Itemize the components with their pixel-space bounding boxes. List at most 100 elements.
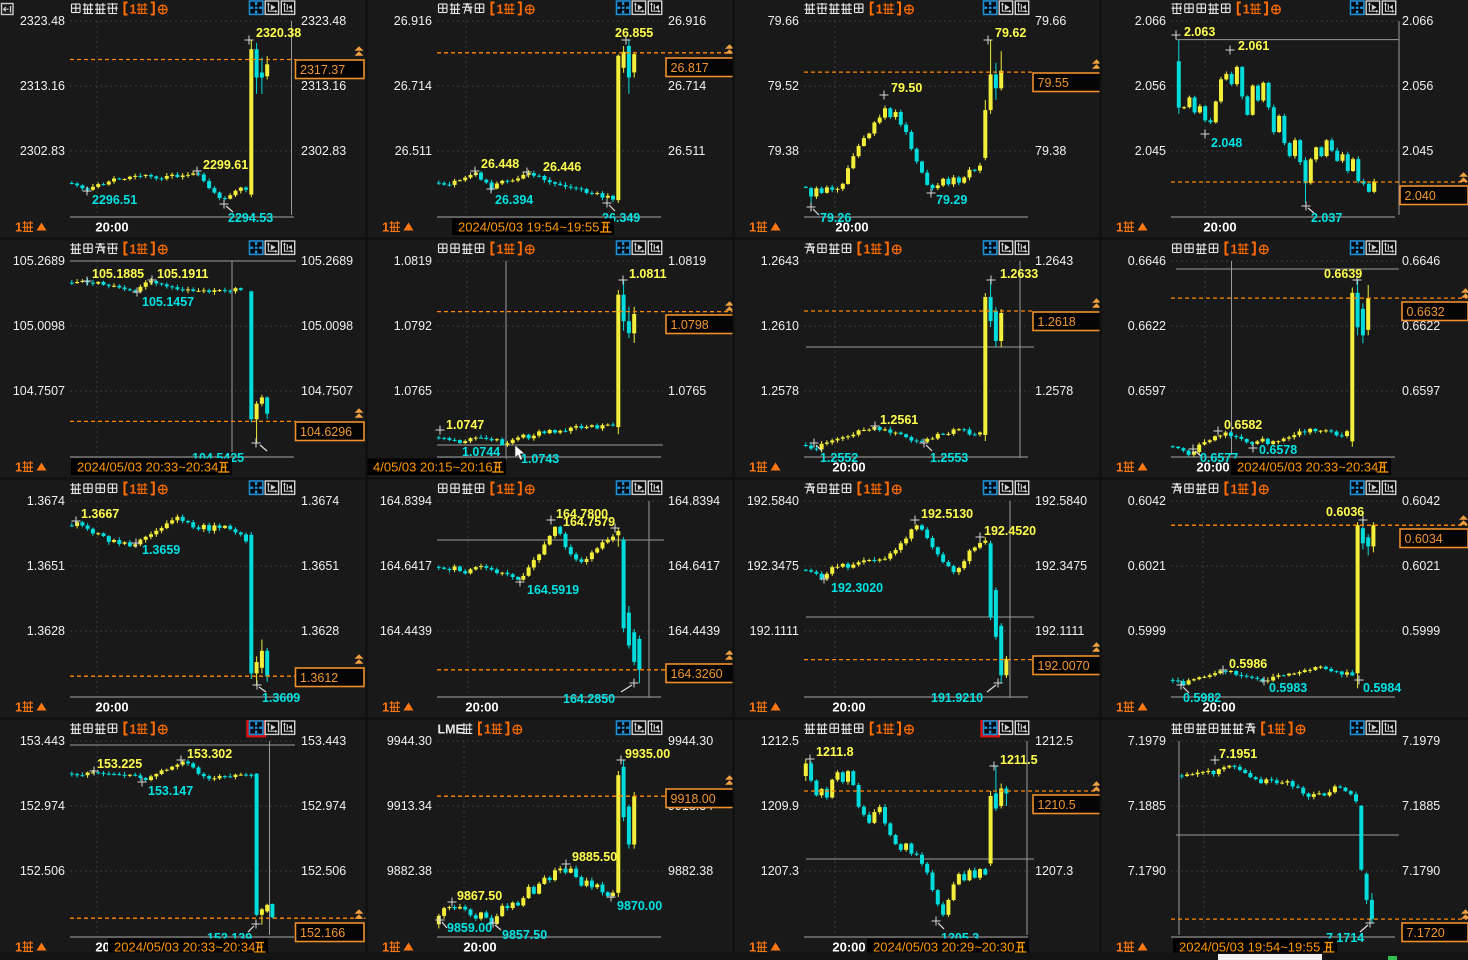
svg-text:1.0792: 1.0792 xyxy=(394,319,432,333)
svg-text:0.6646: 0.6646 xyxy=(1128,254,1166,268)
svg-text:1: 1 xyxy=(1231,483,1238,497)
svg-text:164.8394: 164.8394 xyxy=(668,494,720,508)
svg-text:26.394: 26.394 xyxy=(495,193,533,207)
svg-text:1.3612: 1.3612 xyxy=(300,671,338,685)
svg-text:1: 1 xyxy=(130,483,137,497)
svg-text:104.7507: 104.7507 xyxy=(301,384,353,398)
svg-text:26.446: 26.446 xyxy=(543,160,581,174)
svg-text:1.2561: 1.2561 xyxy=(880,413,918,427)
svg-text:LME: LME xyxy=(438,723,464,737)
svg-text:153.443: 153.443 xyxy=(301,734,346,748)
svg-text:1212.5: 1212.5 xyxy=(761,734,799,748)
svg-text:0.6021: 0.6021 xyxy=(1402,559,1440,573)
svg-text:2323.48: 2323.48 xyxy=(301,14,346,28)
svg-text:1: 1 xyxy=(749,940,756,955)
svg-text:1.2610: 1.2610 xyxy=(761,319,799,333)
svg-text:1211.5: 1211.5 xyxy=(1000,753,1038,767)
svg-text:20:00: 20:00 xyxy=(1196,460,1229,475)
svg-text:164.3260: 164.3260 xyxy=(671,667,723,681)
svg-text:1: 1 xyxy=(15,460,22,475)
svg-text:1.0798: 1.0798 xyxy=(671,318,709,332)
svg-text:1207.3: 1207.3 xyxy=(1035,864,1073,878)
svg-text:153.443: 153.443 xyxy=(20,734,65,748)
svg-text:79.29: 79.29 xyxy=(936,193,967,207)
svg-text:1: 1 xyxy=(1231,243,1238,257)
svg-text:1.0765: 1.0765 xyxy=(668,384,706,398)
svg-text:105.0098: 105.0098 xyxy=(13,319,65,333)
svg-text:1.0747: 1.0747 xyxy=(446,418,484,432)
svg-text:7.1720: 7.1720 xyxy=(1407,926,1445,940)
svg-text:1: 1 xyxy=(1243,3,1250,17)
svg-text:26.448: 26.448 xyxy=(481,157,519,171)
svg-text:9935.00: 9935.00 xyxy=(625,747,670,761)
svg-text:79.55: 79.55 xyxy=(1038,76,1069,90)
svg-text:26.916: 26.916 xyxy=(668,14,706,28)
svg-text:192.4520: 192.4520 xyxy=(984,524,1036,538)
svg-text:1211.8: 1211.8 xyxy=(816,745,854,759)
svg-text:26.714: 26.714 xyxy=(668,79,706,93)
svg-text:20:00: 20:00 xyxy=(465,700,498,715)
svg-text:1210.5: 1210.5 xyxy=(1038,798,1076,812)
svg-text:164.8394: 164.8394 xyxy=(380,494,432,508)
svg-text:7.1979: 7.1979 xyxy=(1128,734,1166,748)
svg-text:0.6042: 0.6042 xyxy=(1128,494,1166,508)
svg-text:1: 1 xyxy=(1116,700,1123,715)
svg-text:1: 1 xyxy=(15,940,22,955)
svg-text:2.066: 2.066 xyxy=(1402,14,1433,28)
svg-text:2313.16: 2313.16 xyxy=(20,79,65,93)
svg-text:79.26: 79.26 xyxy=(820,211,851,225)
svg-text:2.048: 2.048 xyxy=(1211,136,1242,150)
svg-text:1.0811: 1.0811 xyxy=(629,267,667,281)
svg-text:79.52: 79.52 xyxy=(768,79,799,93)
svg-text:1.3609: 1.3609 xyxy=(262,691,300,705)
svg-text:1.2643: 1.2643 xyxy=(761,254,799,268)
svg-text:2317.37: 2317.37 xyxy=(300,63,345,77)
svg-text:1.3659: 1.3659 xyxy=(142,543,180,557)
svg-text:1: 1 xyxy=(876,723,883,737)
svg-text:1: 1 xyxy=(130,723,137,737)
svg-text:192.0070: 192.0070 xyxy=(1038,659,1090,673)
svg-text:1.3674: 1.3674 xyxy=(301,494,339,508)
svg-text:164.7579: 164.7579 xyxy=(563,515,615,529)
svg-text:2.037: 2.037 xyxy=(1311,211,1342,225)
svg-text:2.056: 2.056 xyxy=(1402,79,1433,93)
svg-text:1: 1 xyxy=(1116,460,1123,475)
svg-text:1.2643: 1.2643 xyxy=(1035,254,1073,268)
svg-text:1: 1 xyxy=(864,243,871,257)
svg-text:2302.83: 2302.83 xyxy=(20,144,65,158)
svg-text:9885.50: 9885.50 xyxy=(572,850,617,864)
svg-text:2024/05/03 19:54~19:55: 2024/05/03 19:54~19:55 xyxy=(458,220,599,235)
svg-text:153.147: 153.147 xyxy=(148,784,193,798)
svg-text:164.6417: 164.6417 xyxy=(668,559,720,573)
svg-text:79.38: 79.38 xyxy=(1035,144,1066,158)
svg-text:152.974: 152.974 xyxy=(301,799,346,813)
svg-text:1: 1 xyxy=(497,483,504,497)
svg-text:1: 1 xyxy=(382,700,389,715)
svg-text:1.3674: 1.3674 xyxy=(27,494,65,508)
svg-text:2302.83: 2302.83 xyxy=(301,144,346,158)
svg-text:1.0819: 1.0819 xyxy=(668,254,706,268)
svg-text:2024/05/03 20:33~20:34: 2024/05/03 20:33~20:34 xyxy=(114,940,255,955)
svg-text:1.3651: 1.3651 xyxy=(27,559,65,573)
svg-text:26.855: 26.855 xyxy=(615,26,653,40)
svg-text:1: 1 xyxy=(749,700,756,715)
svg-text:1.2618: 1.2618 xyxy=(1038,315,1076,329)
svg-text:1.3628: 1.3628 xyxy=(301,624,339,638)
svg-text:1209.9: 1209.9 xyxy=(761,799,799,813)
svg-text:1: 1 xyxy=(130,243,137,257)
svg-text:2024/05/03 20:33~20:34: 2024/05/03 20:33~20:34 xyxy=(77,460,218,475)
svg-text:0.6597: 0.6597 xyxy=(1128,384,1166,398)
svg-text:1.0744: 1.0744 xyxy=(462,445,500,459)
svg-text:0.5999: 0.5999 xyxy=(1128,624,1166,638)
svg-text:105.1457: 105.1457 xyxy=(142,295,194,309)
svg-text:153.225: 153.225 xyxy=(97,757,142,771)
svg-text:0.5986: 0.5986 xyxy=(1229,657,1267,671)
svg-text:1: 1 xyxy=(749,460,756,475)
svg-text:2.040: 2.040 xyxy=(1405,189,1436,203)
svg-text:1.0819: 1.0819 xyxy=(394,254,432,268)
svg-text:104.6296: 104.6296 xyxy=(300,425,352,439)
svg-text:1.2578: 1.2578 xyxy=(761,384,799,398)
svg-text:192.5130: 192.5130 xyxy=(921,507,973,521)
svg-text:2.045: 2.045 xyxy=(1135,144,1166,158)
svg-text:1: 1 xyxy=(484,723,491,737)
